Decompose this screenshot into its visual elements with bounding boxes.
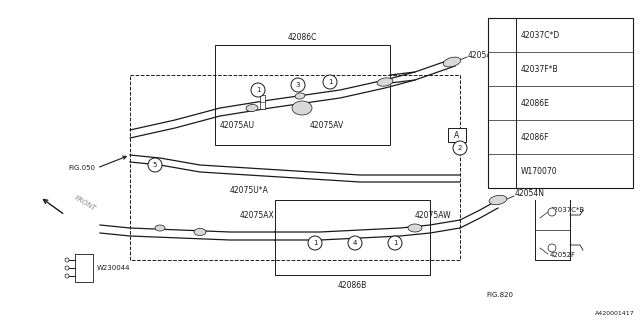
Text: 2: 2 xyxy=(458,145,462,151)
Circle shape xyxy=(65,274,69,278)
Text: 1: 1 xyxy=(328,79,332,85)
Circle shape xyxy=(453,141,467,155)
Ellipse shape xyxy=(489,195,507,205)
Circle shape xyxy=(348,236,362,250)
Circle shape xyxy=(148,158,162,172)
Text: 42075AV: 42075AV xyxy=(310,121,344,130)
Text: FRONT: FRONT xyxy=(73,195,97,212)
Circle shape xyxy=(548,208,556,216)
Circle shape xyxy=(291,78,305,92)
Text: FIG.820: FIG.820 xyxy=(486,292,513,298)
Text: 42054N: 42054N xyxy=(515,188,545,197)
Text: 1: 1 xyxy=(500,30,504,39)
Text: 4: 4 xyxy=(353,240,357,246)
Circle shape xyxy=(65,266,69,270)
Text: 42052F: 42052F xyxy=(550,252,576,258)
Text: 1: 1 xyxy=(313,240,317,246)
Circle shape xyxy=(494,27,510,43)
Text: 42054N: 42054N xyxy=(468,51,498,60)
Circle shape xyxy=(308,236,322,250)
Text: 2: 2 xyxy=(500,65,504,74)
Text: 42075AU: 42075AU xyxy=(220,121,255,130)
Text: A420001417: A420001417 xyxy=(595,311,635,316)
Text: 3: 3 xyxy=(296,82,300,88)
Text: 42037C*D: 42037C*D xyxy=(521,30,560,39)
Ellipse shape xyxy=(246,104,258,112)
Bar xyxy=(215,45,390,145)
Circle shape xyxy=(323,75,337,89)
Circle shape xyxy=(494,129,510,145)
Text: 5: 5 xyxy=(153,162,157,168)
Bar xyxy=(448,128,466,142)
Text: 1: 1 xyxy=(393,240,397,246)
Text: A: A xyxy=(454,131,460,140)
Bar xyxy=(488,18,633,188)
Ellipse shape xyxy=(377,78,393,86)
Text: 42075AW: 42075AW xyxy=(415,211,452,220)
Text: 42086E: 42086E xyxy=(521,99,550,108)
Circle shape xyxy=(65,258,69,262)
Bar xyxy=(130,75,460,260)
Text: W230044: W230044 xyxy=(97,265,131,271)
Text: 1: 1 xyxy=(256,87,260,93)
Circle shape xyxy=(494,95,510,111)
Circle shape xyxy=(251,83,265,97)
Ellipse shape xyxy=(444,57,461,67)
Ellipse shape xyxy=(155,225,165,231)
Text: 42037F*B: 42037F*B xyxy=(521,65,559,74)
Ellipse shape xyxy=(292,101,312,115)
Bar xyxy=(275,200,430,275)
Text: 42086B: 42086B xyxy=(337,281,367,290)
Text: 42086C: 42086C xyxy=(287,33,317,42)
Ellipse shape xyxy=(194,228,206,236)
Text: FIG.050: FIG.050 xyxy=(68,165,95,171)
Text: 4: 4 xyxy=(500,132,504,141)
Circle shape xyxy=(388,236,402,250)
Bar xyxy=(259,95,264,109)
Ellipse shape xyxy=(295,93,305,99)
Text: 42037C*B: 42037C*B xyxy=(550,207,585,213)
Ellipse shape xyxy=(408,224,422,232)
Text: W170070: W170070 xyxy=(521,166,557,175)
Circle shape xyxy=(494,163,510,179)
Text: 42075AX: 42075AX xyxy=(240,211,275,220)
Text: 42086F: 42086F xyxy=(521,132,550,141)
Circle shape xyxy=(494,61,510,77)
Text: 42075U*A: 42075U*A xyxy=(230,186,269,195)
Text: 5: 5 xyxy=(500,166,504,175)
Circle shape xyxy=(548,244,556,252)
Text: 3: 3 xyxy=(500,99,504,108)
